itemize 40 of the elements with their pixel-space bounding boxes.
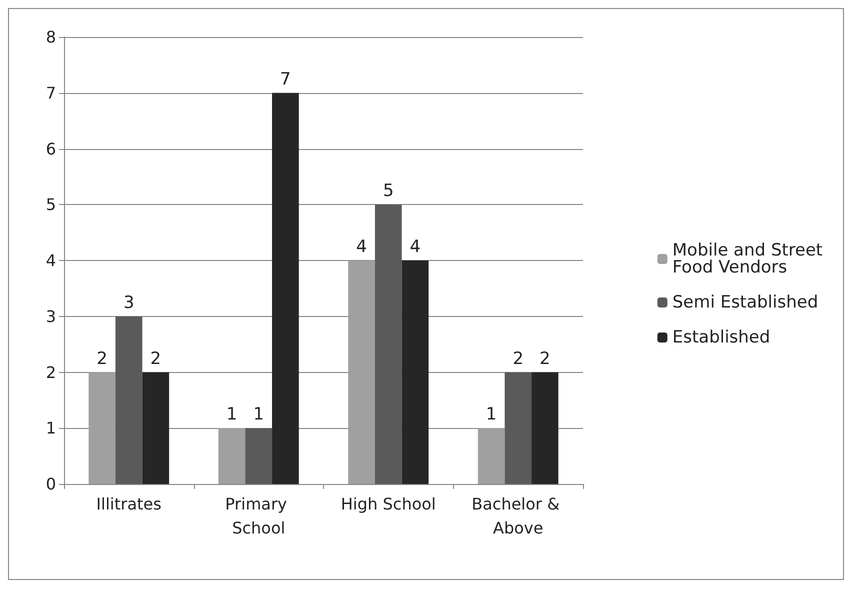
x-tick-label: High School <box>340 494 436 514</box>
data-label: 2 <box>150 348 162 369</box>
bar <box>504 372 532 484</box>
y-tick-label: 4 <box>46 251 56 270</box>
legend-label: Semi Established <box>672 292 818 312</box>
bar <box>478 428 505 484</box>
data-label: 1 <box>486 404 497 425</box>
legend-label: Mobile and Street Food Vendors <box>672 240 828 278</box>
bar <box>142 372 170 484</box>
bar <box>402 260 429 484</box>
bar <box>245 428 272 484</box>
x-tick-label: Primary School <box>225 494 292 538</box>
y-tick-label: 3 <box>46 306 56 326</box>
y-tick-label: 0 <box>46 474 56 494</box>
bar <box>532 372 558 484</box>
x-tick-label: Bachelor & Above <box>472 494 565 538</box>
legend-label: Established <box>672 328 770 348</box>
data-label: 2 <box>512 348 524 369</box>
data-label: 1 <box>226 404 238 425</box>
bar <box>272 92 299 484</box>
y-tick-label: 2 <box>46 362 56 382</box>
data-label: 7 <box>280 69 291 90</box>
bar <box>374 204 402 484</box>
y-tick-label: 8 <box>46 28 56 46</box>
y-tick-label: 6 <box>46 139 56 158</box>
y-tick-label: 1 <box>46 418 56 438</box>
data-label: 3 <box>123 292 134 313</box>
data-label: 4 <box>410 237 421 257</box>
bar <box>115 316 142 484</box>
x-tick-label: Illitrates <box>96 494 162 514</box>
data-label: 2 <box>96 348 108 369</box>
bar <box>348 260 375 484</box>
data-label: 4 <box>356 237 367 257</box>
bar <box>218 428 246 484</box>
bar <box>88 372 116 484</box>
data-label: 1 <box>253 404 264 425</box>
y-tick-label: 7 <box>46 83 56 102</box>
data-label: 5 <box>382 181 394 202</box>
y-tick-label: 5 <box>46 195 56 214</box>
data-label: 2 <box>540 348 550 369</box>
